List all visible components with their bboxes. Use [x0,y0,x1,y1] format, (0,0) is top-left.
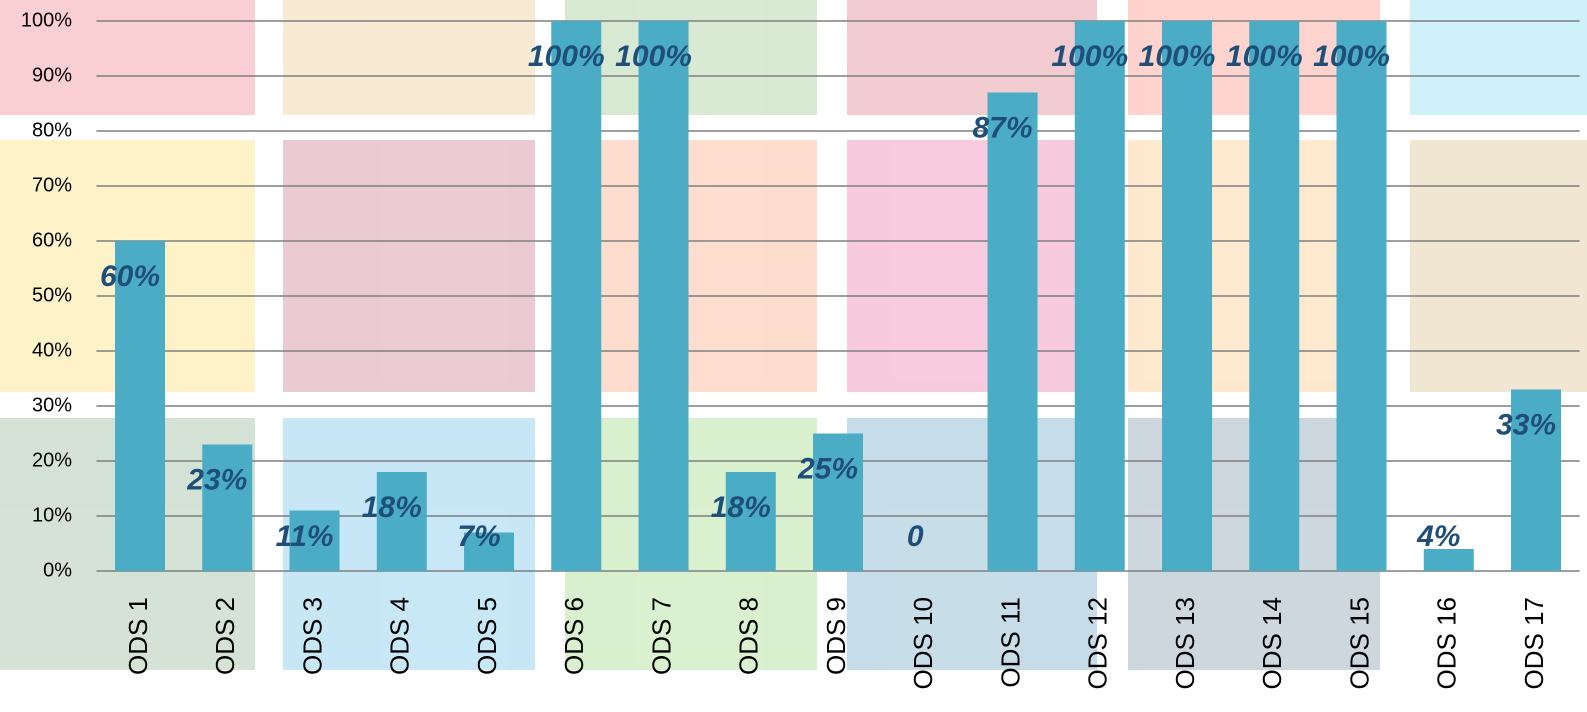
value-label: 100% [615,40,692,73]
bar [987,92,1038,571]
bar [1511,389,1562,571]
x-tick-label: ODS 16 [1432,597,1462,690]
value-label: 4% [1416,520,1460,553]
value-label: 100% [1139,40,1216,73]
x-tick-label: ODS 14 [1257,597,1287,690]
value-label: 100% [1226,40,1303,73]
bar [638,21,689,571]
y-tick-label: 30% [32,394,72,416]
bar [725,472,776,571]
x-tick-label: ODS 15 [1344,597,1374,690]
y-tick-label: 70% [32,174,72,196]
value-label: 11% [276,520,334,553]
value-label: 18% [362,491,422,524]
bar [1162,21,1213,571]
x-tick-label: ODS 3 [297,597,327,675]
y-tick-label: 40% [32,339,72,361]
bar [1249,21,1300,571]
bar [464,532,515,571]
x-tick-label: ODS 2 [210,597,240,675]
y-tick-label: 20% [32,449,72,471]
bar [376,472,427,571]
value-label: 60% [100,260,160,293]
value-label: 0 [907,520,924,553]
bar [551,21,602,571]
x-tick-label: ODS 11 [995,597,1025,688]
y-tick-label: 90% [32,64,72,86]
x-tick-label: ODS 12 [1083,597,1113,690]
bar [813,433,864,571]
value-label: 100% [1051,40,1128,73]
bar [289,510,340,571]
x-tick-label: ODS 17 [1519,597,1549,690]
y-tick-label: 80% [32,119,72,141]
value-label: 25% [797,452,858,485]
value-label: 18% [711,491,771,524]
x-tick-label: ODS 10 [908,597,938,690]
x-tick-label: ODS 6 [559,597,589,675]
bar [1423,549,1474,571]
x-tick-label: ODS 1 [123,597,153,675]
y-tick-label: 0% [43,559,72,581]
value-label: 87% [973,111,1033,144]
y-tick-label: 10% [32,504,72,526]
bar [115,241,166,571]
x-tick-label: ODS 5 [472,597,502,675]
x-tick-label: ODS 9 [821,597,851,675]
y-tick-label: 60% [32,229,72,251]
y-tick-label: 100% [21,9,72,31]
value-label: 100% [1313,40,1390,73]
x-tick-label: ODS 4 [385,597,415,675]
y-tick-label: 50% [32,284,72,306]
bar [1336,21,1387,571]
value-label: 23% [186,463,247,496]
x-tick-label: ODS 7 [646,597,676,675]
value-label: 33% [1496,408,1556,441]
value-label: 7% [457,520,500,553]
x-tick-label: ODS 8 [734,597,764,675]
bar [202,444,253,571]
x-tick-label: ODS 13 [1170,597,1200,690]
value-label: 100% [528,40,605,73]
bar [1074,21,1125,571]
